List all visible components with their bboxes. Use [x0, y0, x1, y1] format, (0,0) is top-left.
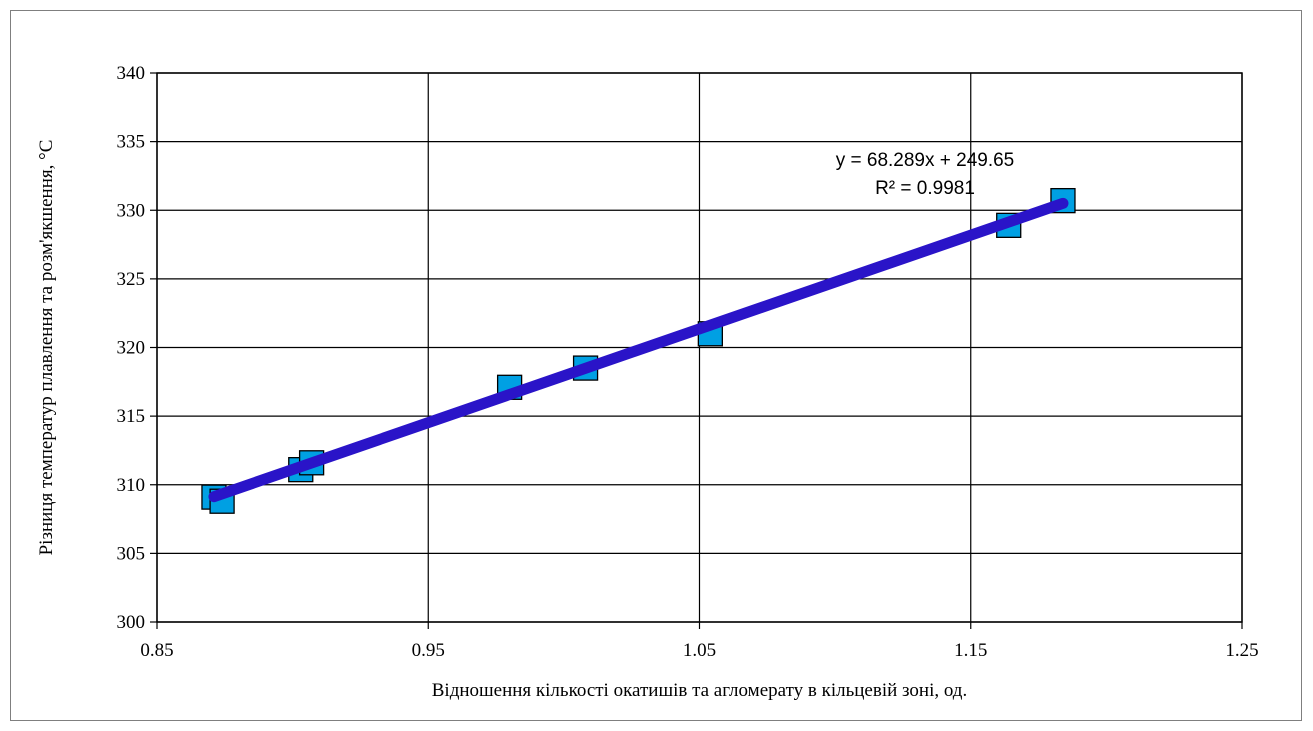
y-tick-label: 310	[117, 475, 146, 496]
trendline-equation-label: y = 68.289x + 249.65	[836, 150, 1015, 171]
y-tick-label: 305	[117, 543, 146, 564]
x-tick-label: 1.25	[1225, 640, 1258, 661]
trendline-r2-label: R² = 0.9981	[875, 178, 975, 199]
x-tick-label: 0.85	[140, 640, 173, 661]
x-tick-label: 1.05	[683, 640, 716, 661]
y-tick-label: 315	[117, 406, 146, 427]
y-tick-label: 335	[117, 132, 146, 153]
y-tick-label: 325	[117, 269, 146, 290]
trendline-group	[208, 197, 1069, 503]
plot-border	[156, 72, 1243, 623]
x-tick-label: 0.95	[412, 640, 445, 661]
y-tick-label: 330	[117, 200, 146, 221]
y-axis-title: Різниця температур плавлення та розм'якш…	[36, 140, 57, 556]
trendline	[208, 197, 1069, 503]
x-tick-label: 1.15	[954, 640, 987, 661]
y-tick-label: 320	[117, 338, 146, 359]
grid	[150, 72, 1243, 629]
tick-labels: 300 305 310 315 320 325 330 335 340 0.85 0.95 1.05 1…	[117, 63, 1259, 661]
y-tick-label: 340	[117, 63, 146, 84]
x-axis-title: Відношення кількості окатишів та агломер…	[432, 680, 967, 701]
y-tick-label: 300	[117, 612, 146, 633]
